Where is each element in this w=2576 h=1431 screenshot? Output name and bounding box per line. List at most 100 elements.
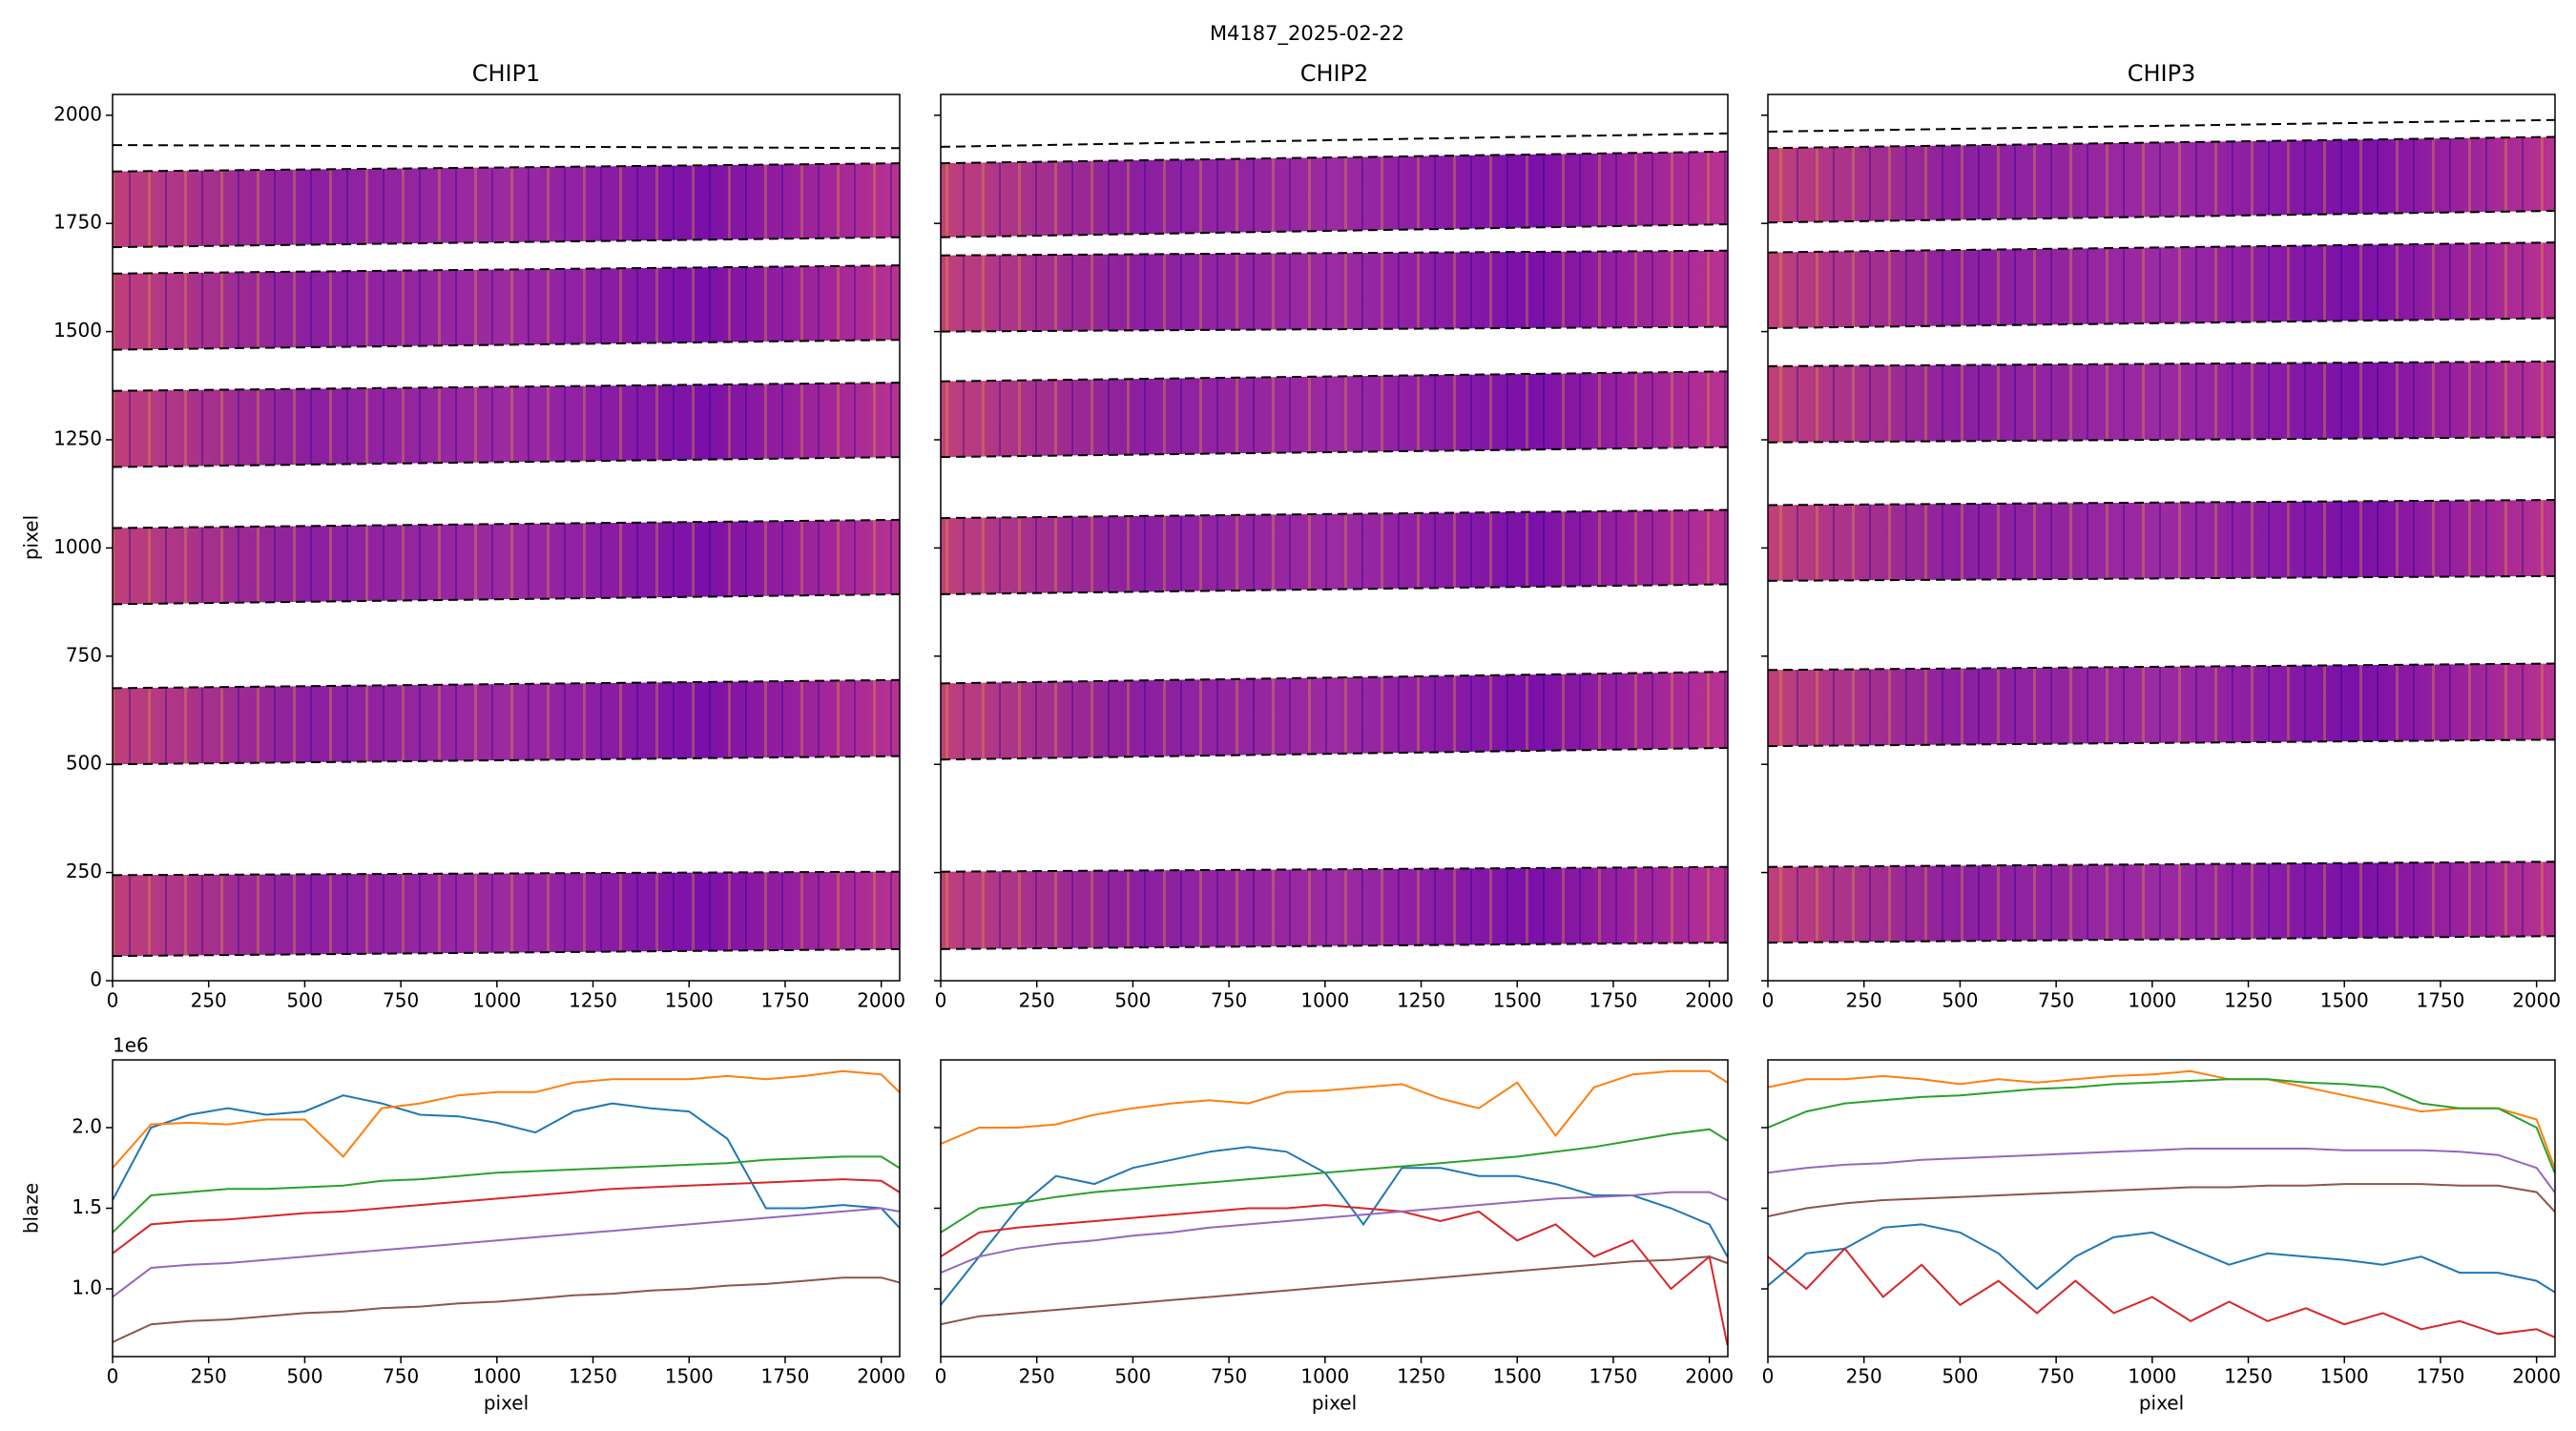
trace-line bbox=[1768, 210, 2555, 224]
y-tick-label: 250 bbox=[66, 860, 102, 882]
x-tick-label: 750 bbox=[383, 989, 419, 1012]
trace-line bbox=[113, 144, 900, 150]
blaze-line bbox=[113, 1178, 900, 1255]
y-tick-label: 1250 bbox=[53, 426, 102, 449]
panel-title: CHIP2 bbox=[1300, 60, 1369, 87]
panel: 0 250 500 750 1000 1250 1500 1750 2000 pixel bbox=[934, 1059, 1734, 1415]
x-tick-label: 250 bbox=[1846, 1365, 1882, 1388]
x-tick-label: 0 bbox=[935, 989, 947, 1012]
blaze-line bbox=[1768, 1223, 2555, 1294]
x-tick-label: 0 bbox=[1762, 989, 1775, 1012]
trace-line bbox=[113, 947, 900, 958]
x-tick-label: 1250 bbox=[1397, 1365, 1445, 1388]
trace-line bbox=[113, 678, 900, 690]
order-texture bbox=[1768, 361, 2555, 443]
x-tick-label: 250 bbox=[1019, 1365, 1055, 1388]
panel: 0 250 500 750 1000 1250 1500 1750 2000 0 250 500 750… bbox=[20, 60, 906, 1012]
order-texture bbox=[113, 265, 900, 350]
trace-line bbox=[113, 162, 900, 173]
x-tick-label: 1250 bbox=[569, 1365, 617, 1388]
y-tick-label: 2000 bbox=[53, 102, 102, 125]
blaze-line bbox=[1768, 1148, 2555, 1193]
order-texture bbox=[113, 871, 900, 957]
x-tick-label: 2000 bbox=[1685, 989, 1734, 1012]
axes-frame bbox=[940, 1059, 1729, 1358]
trace-line bbox=[941, 150, 1728, 165]
x-tick-label: 0 bbox=[935, 1365, 947, 1388]
order-texture bbox=[941, 509, 1728, 594]
trace-line bbox=[1768, 574, 2555, 582]
x-tick-label: 500 bbox=[286, 989, 322, 1012]
trace-line bbox=[941, 325, 1728, 333]
trace-line bbox=[1768, 241, 2555, 254]
plot-area bbox=[1768, 1069, 2555, 1338]
trace-line bbox=[113, 264, 900, 275]
order-texture bbox=[1768, 861, 2555, 944]
axes-frame bbox=[1767, 93, 2556, 982]
y-tick-label: 1750 bbox=[53, 211, 102, 234]
x-tick-label: 750 bbox=[1211, 1365, 1247, 1388]
x-tick-label: 500 bbox=[1114, 989, 1151, 1012]
trace-line bbox=[113, 755, 900, 766]
x-axis-label: pixel bbox=[484, 1392, 529, 1415]
order-texture bbox=[113, 383, 900, 467]
y-tick-label: 500 bbox=[66, 752, 102, 775]
trace-line bbox=[1768, 662, 2555, 672]
trace-line bbox=[113, 870, 900, 877]
y-offset-text: 1e6 bbox=[113, 1034, 149, 1057]
trace-line bbox=[1768, 118, 2555, 134]
trace-line bbox=[113, 456, 900, 468]
trace-line bbox=[941, 583, 1728, 595]
trace-line bbox=[113, 518, 900, 529]
panel: 0 250 500 750 1000 1250 1500 1750 2000 pixel bbox=[1761, 1059, 2561, 1415]
x-tick-label: 500 bbox=[286, 1365, 322, 1388]
trace-line bbox=[941, 942, 1728, 950]
y-tick-label: 750 bbox=[66, 643, 102, 666]
x-tick-label: 1500 bbox=[665, 989, 714, 1012]
blaze-line bbox=[941, 1204, 1728, 1346]
x-tick-label: 500 bbox=[1942, 1365, 1978, 1388]
blaze-line bbox=[1768, 1247, 2555, 1338]
figure-title: M4187_2025-02-22 bbox=[1210, 22, 1404, 46]
trace-line bbox=[941, 132, 1728, 148]
x-axis-label: pixel bbox=[2139, 1392, 2184, 1415]
y-tick-label: 0 bbox=[90, 968, 102, 991]
trace-line bbox=[1768, 436, 2555, 444]
x-tick-label: 250 bbox=[1019, 989, 1055, 1012]
order-texture bbox=[113, 163, 900, 248]
plot-area bbox=[941, 1069, 1728, 1346]
x-axis-label: pixel bbox=[1312, 1392, 1357, 1415]
trace-line bbox=[941, 446, 1728, 459]
x-tick-label: 2000 bbox=[857, 1365, 905, 1388]
trace-line bbox=[941, 671, 1728, 685]
x-tick-label: 1750 bbox=[1589, 1365, 1638, 1388]
x-tick-label: 1000 bbox=[2128, 989, 2176, 1012]
x-tick-label: 1500 bbox=[1493, 989, 1542, 1012]
y-tick-label: 1000 bbox=[53, 535, 102, 558]
x-tick-label: 500 bbox=[1114, 1365, 1151, 1388]
x-tick-label: 750 bbox=[2038, 1365, 2074, 1388]
blaze-line bbox=[113, 1276, 900, 1343]
order-texture bbox=[941, 151, 1728, 238]
blaze-line bbox=[113, 1155, 900, 1234]
y-tick-label: 2.0 bbox=[72, 1114, 102, 1137]
blaze-line bbox=[113, 1094, 900, 1229]
x-tick-label: 1500 bbox=[2320, 989, 2369, 1012]
order-texture bbox=[1768, 500, 2555, 581]
blaze-line bbox=[941, 1255, 1728, 1326]
x-tick-label: 1250 bbox=[1397, 989, 1445, 1012]
trace-line bbox=[1768, 499, 2555, 507]
panel: 0 250 500 750 1000 1250 1500 1750 2000 CHIP2 bbox=[934, 60, 1734, 1012]
trace-line bbox=[1768, 861, 2555, 868]
x-tick-label: 250 bbox=[191, 1365, 227, 1388]
blaze-line bbox=[941, 1128, 1728, 1234]
x-tick-label: 1250 bbox=[2224, 1365, 2273, 1388]
plot-area bbox=[113, 144, 900, 958]
blaze-line bbox=[113, 1069, 900, 1169]
x-tick-label: 1750 bbox=[761, 1365, 810, 1388]
trace-line bbox=[941, 746, 1728, 761]
x-tick-label: 0 bbox=[1762, 1365, 1775, 1388]
order-texture bbox=[1768, 663, 2555, 747]
blaze-line bbox=[941, 1069, 1728, 1145]
